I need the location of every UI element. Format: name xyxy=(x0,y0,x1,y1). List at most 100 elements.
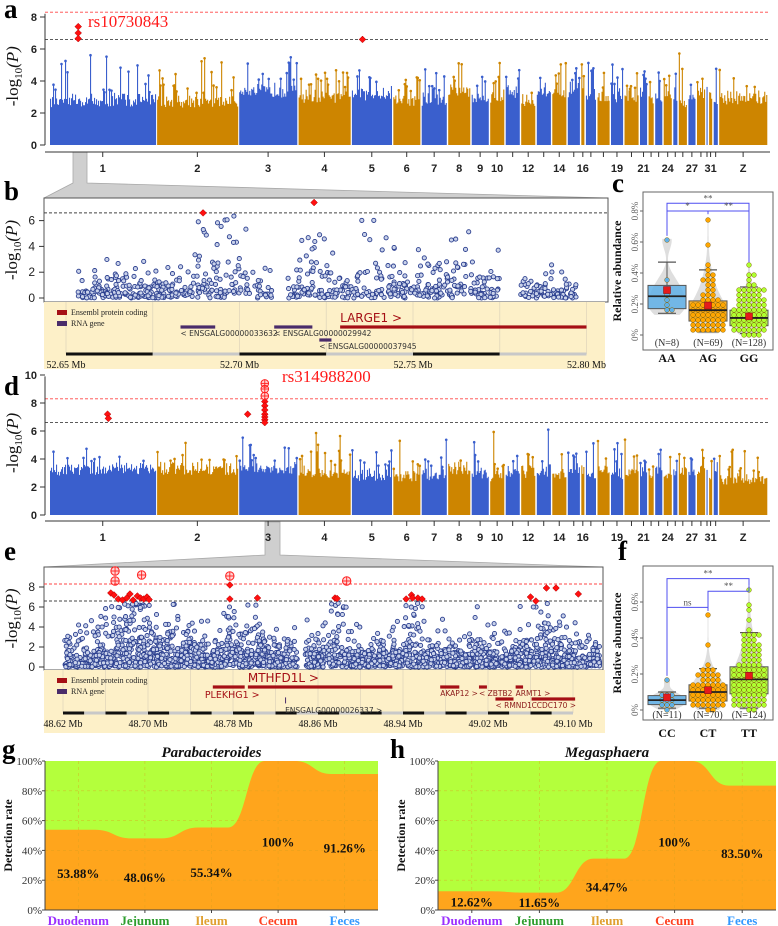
panel-label-c: c xyxy=(612,168,624,198)
data-point xyxy=(736,312,742,318)
chromosome-8-band xyxy=(448,63,471,145)
snp-point xyxy=(294,293,301,299)
panel-label-a: a xyxy=(4,0,18,24)
snp-point xyxy=(311,659,318,665)
data-point xyxy=(741,687,747,693)
data-point xyxy=(746,662,752,668)
data-point xyxy=(756,672,762,678)
snp-point xyxy=(412,290,418,296)
snp-point xyxy=(219,640,225,646)
snp-point xyxy=(524,643,530,650)
y-tick-label: 100% xyxy=(409,756,435,768)
snp-point xyxy=(214,650,220,656)
chromosome-13-points xyxy=(536,76,551,145)
snp-point xyxy=(217,290,223,296)
chromosome-9-points xyxy=(471,440,489,515)
snp-point xyxy=(425,282,431,288)
data-point xyxy=(741,292,747,298)
scale-bar-segment xyxy=(403,711,425,715)
snp-point xyxy=(509,648,515,654)
chromosome-4-band xyxy=(298,433,351,515)
data-point xyxy=(705,217,711,223)
data-point xyxy=(741,297,747,303)
scale-bar-segment xyxy=(413,352,500,356)
snp-point xyxy=(387,291,393,297)
snp-point xyxy=(429,288,435,294)
data-point xyxy=(751,697,757,703)
snp-point xyxy=(415,273,421,279)
snp-point xyxy=(329,459,333,463)
snp-point xyxy=(169,286,175,293)
snp-point xyxy=(305,235,311,241)
snp-point xyxy=(562,295,569,301)
chromosome-24-band xyxy=(663,75,672,145)
gene-track-background xyxy=(44,670,605,733)
snp-point xyxy=(161,660,167,667)
lead-snp-marker xyxy=(260,391,270,401)
snp-point xyxy=(351,289,357,295)
data-point xyxy=(756,702,762,708)
chromosome-8-points xyxy=(448,459,471,515)
snp-point xyxy=(415,621,421,627)
snp-point xyxy=(231,615,237,621)
significance-label: ** xyxy=(704,569,714,579)
chromosome-13-points xyxy=(536,428,551,515)
snp-point xyxy=(337,79,341,83)
snp-point xyxy=(246,290,252,297)
significant-snp-marker xyxy=(253,594,262,602)
snp-point xyxy=(421,618,427,624)
gene-bar xyxy=(319,338,332,342)
data-point xyxy=(705,662,711,668)
y-tick-label: 0% xyxy=(420,905,435,917)
data-point xyxy=(756,312,762,318)
snp-point xyxy=(168,648,174,654)
snp-point xyxy=(402,260,408,266)
mean-marker xyxy=(663,286,671,294)
snp-point xyxy=(411,661,417,667)
data-point xyxy=(720,697,726,703)
chromosome-12-band xyxy=(521,454,536,515)
snp-point xyxy=(380,663,386,669)
chromosome-16-points xyxy=(580,63,586,145)
snp-point xyxy=(481,279,487,285)
snp-point xyxy=(430,651,437,657)
data-point xyxy=(710,667,716,673)
y-tick-label: 0.2% xyxy=(630,294,640,313)
chromosome-27-band xyxy=(688,458,696,515)
data-point xyxy=(761,697,767,703)
snp-point xyxy=(291,647,297,653)
data-point xyxy=(746,277,752,283)
snp-point xyxy=(375,80,378,84)
chromosome-22-band xyxy=(648,466,654,515)
snp-point xyxy=(467,643,473,650)
snp-point xyxy=(332,646,338,652)
snp-point xyxy=(230,239,237,245)
snp-point xyxy=(178,287,184,294)
snp-point xyxy=(250,269,256,275)
snp-point xyxy=(533,291,539,297)
chromosome-14-points xyxy=(552,61,568,146)
scale-bar-segment xyxy=(211,711,233,715)
snp-point xyxy=(227,661,233,668)
data-point xyxy=(736,327,742,333)
snp-point xyxy=(377,464,380,467)
snp-point xyxy=(351,656,357,662)
snp-point xyxy=(276,643,282,649)
snp-point xyxy=(579,643,585,649)
snp-point xyxy=(550,287,557,293)
snp-point xyxy=(103,615,109,621)
snp-point xyxy=(262,265,268,271)
snp-point xyxy=(163,621,169,627)
x-tick-label: 48.94 Mb xyxy=(384,719,423,730)
data-point xyxy=(746,292,752,298)
data-point xyxy=(720,702,726,708)
data-point xyxy=(700,677,706,683)
significant-snp-marker xyxy=(532,597,540,605)
y-tick-label: 6 xyxy=(28,600,35,614)
snp-point xyxy=(99,292,106,298)
snp-point xyxy=(153,624,159,630)
y-label-subscript: 10 xyxy=(12,241,24,253)
snp-point xyxy=(52,450,55,453)
chromosome-21-band xyxy=(640,460,648,515)
